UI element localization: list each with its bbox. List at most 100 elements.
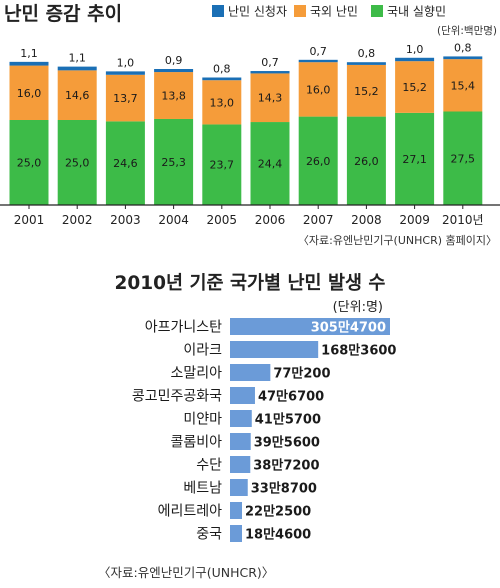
data-label: 25,0 xyxy=(17,157,42,170)
legend: 난민 신청자 국외 난민 국내 실향민 xyxy=(212,5,446,19)
category-label: 아프가니스탄 xyxy=(145,320,222,336)
hbar xyxy=(230,387,255,404)
stacked-bar-2008: 26,0 15,2 0,8 xyxy=(346,47,386,205)
legend-swatch xyxy=(294,5,306,17)
stacked-bar-chart: 난민 증감 추이 난민 신청자 국외 난민 국내 실향민 (단위:백만명) 25,0… xyxy=(0,3,500,247)
hbar xyxy=(230,502,242,519)
x-tick-label: 2009 xyxy=(399,213,430,227)
data-label: 23,7 xyxy=(210,159,235,172)
data-label: 14,6 xyxy=(65,89,90,102)
data-label: 1,0 xyxy=(117,56,135,69)
bar-segment xyxy=(298,59,338,63)
x-tick-label: 2008 xyxy=(351,213,382,227)
data-label: 0,8 xyxy=(454,41,472,54)
legend-label: 난민 신청자 xyxy=(228,5,287,19)
bar-segment xyxy=(298,62,338,117)
stacked-bar-2003: 24,6 13,7 1,0 xyxy=(105,56,145,205)
hbar-chart-unit-note: (단위:명) xyxy=(333,300,383,315)
hbar-row-1: 아프가니스탄 305만4700 xyxy=(145,318,390,336)
data-label: 0,7 xyxy=(309,45,327,58)
value-label: 41만5700 xyxy=(255,412,321,428)
data-label: 25,3 xyxy=(161,156,186,169)
x-axis-ticks: 2001 2002 2003 2004 2005 2006 2007 2008 2009 2010… xyxy=(14,205,484,227)
x-tick-label: 2001 xyxy=(14,213,45,227)
bar-segment xyxy=(443,56,483,60)
stacked-bar-2001: 25,0 16,0 1,1 xyxy=(9,47,49,205)
bar-segment xyxy=(395,57,435,62)
bar-segment xyxy=(298,116,338,205)
hbar-row-9: 에리트레아 22만2500 xyxy=(158,502,311,520)
hbar-row-6: 콜롬비아 39만5600 xyxy=(170,433,320,451)
data-label: 24,4 xyxy=(258,158,283,171)
hbar xyxy=(230,341,319,358)
bar-segment xyxy=(346,62,386,65)
legend-swatch xyxy=(212,5,224,17)
data-label: 0,8 xyxy=(358,47,376,60)
x-tick-label: 2004 xyxy=(158,213,189,227)
data-label: 13,8 xyxy=(161,90,186,103)
bar-segment xyxy=(250,71,290,74)
stacked-bar-2005: 23,7 13,0 0,8 xyxy=(202,63,242,205)
data-label: 1,1 xyxy=(20,47,38,60)
value-label: 22만2500 xyxy=(245,504,311,520)
hbar-row-7: 수단 38만7200 xyxy=(196,456,320,474)
legend-label: 국내 실향민 xyxy=(387,5,446,19)
stacked-chart-source: 〈자료:유엔난민기구(UNHCR) 홈페이지〉 xyxy=(298,233,497,247)
category-label: 소말리아 xyxy=(170,366,222,382)
data-label: 0,8 xyxy=(213,63,231,76)
category-label: 콩고민주공화국 xyxy=(132,389,222,405)
bar-segment xyxy=(202,80,242,125)
bar-segment xyxy=(57,66,97,71)
hbar xyxy=(230,364,271,381)
legend-item: 난민 신청자 xyxy=(212,5,287,19)
data-label: 15,4 xyxy=(451,79,476,92)
data-label: 27,1 xyxy=(402,153,427,166)
hbar xyxy=(230,525,242,542)
hbar xyxy=(230,479,248,496)
bar-segment xyxy=(202,77,242,81)
data-label: 1,0 xyxy=(406,43,424,56)
stacked-bar-2002: 25,0 14,6 1,1 xyxy=(57,52,97,205)
data-label: 26,0 xyxy=(354,155,379,168)
bar-segment xyxy=(57,120,97,205)
horizontal-bar-chart: 2010년 기준 국가별 난민 발생 수 (단위:명) 아프가니스탄 305만47… xyxy=(98,273,396,580)
bar-segment xyxy=(346,64,386,117)
hbar-chart-source: 〈자료:유엔난민기구(UNHCR)〉 xyxy=(98,565,274,580)
data-label: 16,0 xyxy=(306,83,331,96)
data-label: 16,0 xyxy=(17,87,42,100)
category-label: 중국 xyxy=(196,527,222,543)
x-tick-label: 2003 xyxy=(110,213,141,227)
value-label: 38만7200 xyxy=(253,458,319,474)
bar-segment xyxy=(105,121,145,205)
legend-item: 국내 실향민 xyxy=(371,5,446,19)
bar-segment xyxy=(395,61,435,113)
bar-segment xyxy=(395,112,435,205)
value-label: 18만4600 xyxy=(245,527,311,543)
bar-segment xyxy=(346,116,386,205)
category-label: 베트남 xyxy=(183,481,222,497)
value-label: 39만5600 xyxy=(254,435,320,451)
bar-segment xyxy=(250,122,290,205)
data-label: 27,5 xyxy=(451,152,476,165)
data-label: 26,0 xyxy=(306,155,331,168)
bar-segment xyxy=(105,71,145,75)
bar-segment xyxy=(202,124,242,205)
bar-segment xyxy=(154,118,194,205)
bar-segment xyxy=(443,111,483,205)
stacked-chart-unit-note: (단위:백만명) xyxy=(437,24,497,37)
legend-item: 국외 난민 xyxy=(294,5,358,19)
bar-segment xyxy=(57,70,97,120)
data-label: 24,6 xyxy=(113,157,138,170)
data-label: 13,7 xyxy=(113,92,138,105)
data-label: 15,2 xyxy=(354,85,379,98)
horizontal-bars: 아프가니스탄 305만4700 이라크 168만3600 소말리아 77만200 콩고민주공… xyxy=(132,318,396,543)
data-label: 0,7 xyxy=(261,56,279,69)
hbar xyxy=(230,410,252,427)
category-label: 미얀마 xyxy=(183,412,222,428)
data-label: 14,3 xyxy=(258,92,283,105)
x-tick-label: 2002 xyxy=(62,213,93,227)
value-label: 77만200 xyxy=(273,366,330,382)
legend-swatch xyxy=(371,5,383,17)
data-label: 13,0 xyxy=(210,96,235,109)
hbar-row-5: 미얀마 41만5700 xyxy=(183,410,321,428)
